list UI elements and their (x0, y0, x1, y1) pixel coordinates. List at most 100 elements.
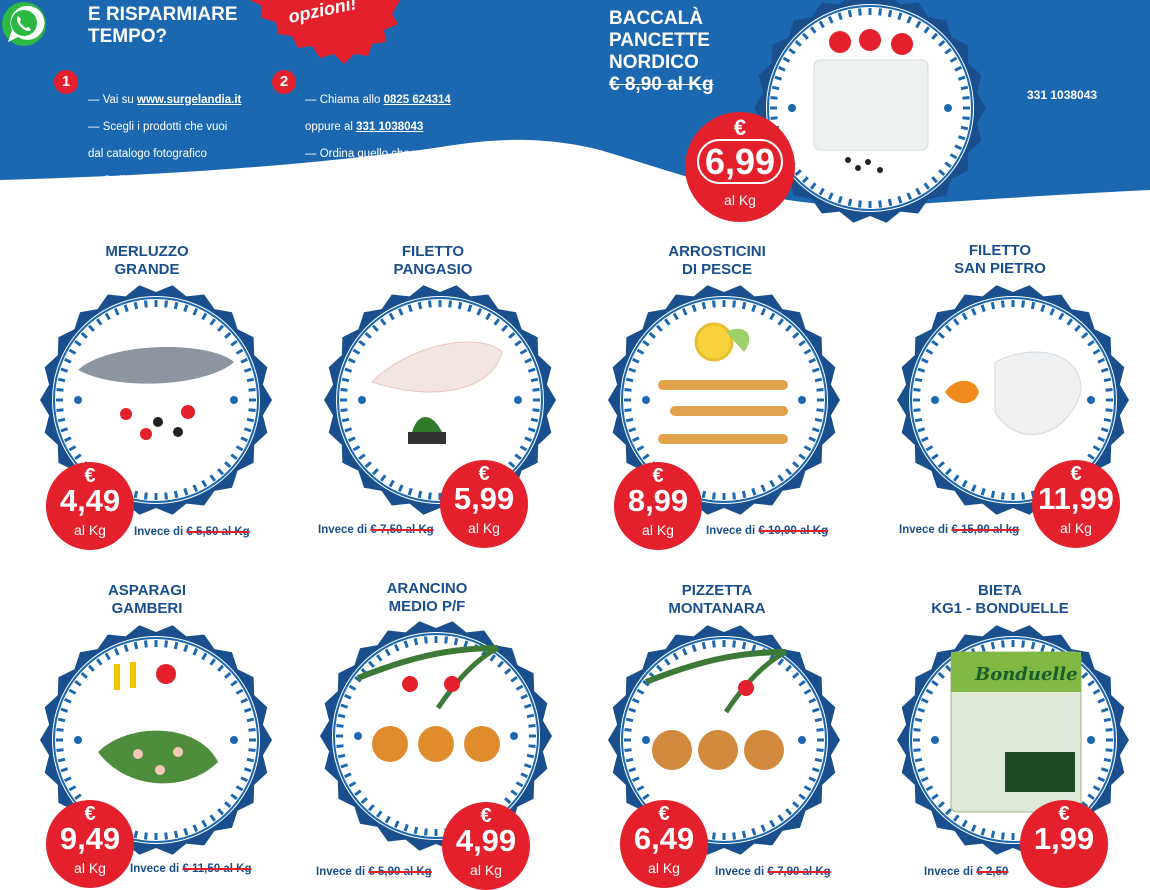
featured-price-badge: € 6,99 al Kg (685, 112, 795, 222)
price-unit: al Kg (468, 520, 500, 536)
product-name: BIETA KG1 - BONDUELLE (900, 582, 1100, 618)
step2-number: 2 (272, 70, 296, 94)
featured-currency: € (733, 115, 747, 140)
step2-text: — Chiama allo 0825 624314 oppure al 331 … (305, 80, 458, 229)
product-name-line2: GAMBERI (111, 600, 183, 617)
website-link[interactable]: www.surgelandia.it (137, 93, 242, 106)
step1-line4: — Ordina e scegli se ricevere (88, 174, 239, 187)
product-name: ARROSTICINI DI PESCE (617, 243, 817, 279)
price-unit: al Kg (74, 522, 106, 538)
featured-unit: al Kg (724, 192, 756, 208)
product-name-line1: BIETA (978, 582, 1022, 599)
product-name: MERLUZZO GRANDE (47, 243, 247, 279)
product-plate (608, 625, 840, 855)
old-price: € 7,50 al Kg (370, 524, 434, 536)
featured-name-line2: PANCETTE (609, 30, 710, 51)
old-price-note: Invece di € 5,50 al Kg (134, 526, 250, 538)
step2-line3: — Ordina quello che vuoi (305, 147, 435, 160)
product-name: PIZZETTA MONTANARA (617, 582, 817, 618)
price-badge: € 5,99 al Kg (440, 460, 528, 548)
product-food-image (356, 645, 500, 762)
step2-line2: oppure al 331 1038043 (305, 120, 424, 133)
product-plate (40, 285, 272, 515)
price-value: 6,49 (633, 821, 695, 856)
header-title-line1: E RISPARMIARE (88, 4, 238, 25)
product-food-image (945, 351, 1082, 436)
product-name-line2: MEDIO P/F (388, 598, 466, 615)
old-price: € 15,90 al kg (951, 524, 1020, 536)
price-currency: € (478, 463, 490, 485)
old-price-note: Invece di € 7,50 al Kg (318, 524, 434, 536)
product-name-line2: SAN PIETRO (954, 260, 1046, 277)
step1-line2: — Scegli i prodotti che vuoi (88, 120, 228, 133)
featured-price: 6,99 (685, 139, 795, 184)
featured-name-line1: BACCALÀ (609, 8, 703, 29)
price-currency: € (658, 803, 670, 825)
price-currency: € (84, 465, 96, 487)
price-value: 9,49 (59, 821, 121, 856)
price-badge: € 1,99 (1020, 800, 1108, 888)
product-name: ARANCINO MEDIO P/F (327, 580, 527, 616)
old-price-prefix: Invece di (130, 863, 180, 875)
product-name-line1: MERLUZZO (105, 243, 189, 260)
price-value: 8,99 (627, 483, 689, 518)
product-food-image: Bonduelle (950, 651, 1082, 813)
old-price-note: Invece di € 10,90 al Kg (706, 525, 828, 537)
price-value: 1,99 (1033, 821, 1095, 856)
step1-number: 1 (54, 70, 78, 94)
header-title-line2: TEMPO? (88, 26, 168, 47)
product-name-line1: ARROSTICINI (668, 243, 766, 260)
price-badge: € 4,99 al Kg (442, 802, 530, 890)
product-food-image (658, 322, 788, 444)
step2-line1: — Chiama allo 0825 624314 (305, 93, 451, 106)
price-badge: € 6,49 al Kg (620, 800, 708, 888)
product-name-line1: PIZZETTA (681, 582, 753, 599)
old-price-prefix: Invece di (316, 866, 366, 878)
product-plate (897, 285, 1129, 515)
step1-line1[interactable]: — Vai su www.surgelandia.it (88, 93, 242, 106)
old-price-prefix: Invece di (924, 866, 974, 878)
product-name: ASPARAGI GAMBERI (47, 582, 247, 618)
header-banner: E RISPARMIARE TEMPO? opzioni! 1 — Vai su… (0, 0, 1150, 240)
featured-name-line3: NORDICO (609, 52, 699, 73)
product-plate (608, 285, 840, 515)
old-price-prefix: Invece di (706, 525, 756, 537)
price-badge: € 4,49 al Kg (46, 462, 134, 550)
whatsapp-number[interactable]: 331 1038043 (1027, 88, 1098, 102)
step2-line5: a casa o ritirarli in negozio (305, 201, 439, 214)
old-price-prefix: Invece di (715, 866, 765, 878)
old-price-prefix: Invece di (899, 524, 949, 536)
price-unit: al Kg (470, 862, 502, 878)
step1-line3: dal catalogo fotografico (88, 147, 207, 160)
featured-price-value: 6,99 (696, 139, 784, 184)
product-food-image (98, 662, 218, 784)
old-price: € 2,50 (976, 866, 1009, 878)
old-price: € 7,90 al Kg (767, 866, 831, 878)
price-unit: al Kg (74, 860, 106, 876)
old-price-note: Invece di € 11,50 al Kg (130, 863, 251, 875)
product-name-line1: FILETTO (968, 242, 1032, 259)
price-unit: al Kg (1060, 520, 1092, 536)
product-name-line2: DI PESCE (681, 261, 753, 278)
cod-fillet (813, 59, 929, 151)
price-currency: € (652, 465, 664, 487)
product-name-line2: PANGASIO (393, 261, 473, 278)
old-price-prefix: Invece di (134, 526, 184, 538)
product-name-line2: GRANDE (114, 261, 180, 278)
price-badge: € 9,49 al Kg (46, 800, 134, 888)
svg-text:Bonduelle: Bonduelle (974, 664, 1078, 685)
promo-starburst (250, 0, 400, 64)
product-name-line1: FILETTO (401, 243, 465, 260)
old-price: € 5,50 al Kg (186, 526, 250, 538)
old-price-note: Invece di € 15,90 al kg (899, 524, 1019, 536)
step1-text: — Vai su www.surgelandia.it — Scegli i p… (88, 80, 269, 229)
featured-old-price: € 8,90 al Kg (609, 74, 714, 95)
step1-line5: i prodotti a casa o ritirarli in negozio (88, 201, 269, 214)
old-price: € 11,50 al Kg (182, 863, 252, 875)
whatsapp-icon[interactable] (0, 0, 48, 48)
product-name: FILETTO PANGASIO (333, 243, 533, 279)
price-value: 4,99 (455, 823, 517, 858)
product-plate (40, 625, 272, 855)
product-plate: Bonduelle (897, 625, 1129, 855)
product-name-line1: ASPARAGI (107, 582, 187, 599)
